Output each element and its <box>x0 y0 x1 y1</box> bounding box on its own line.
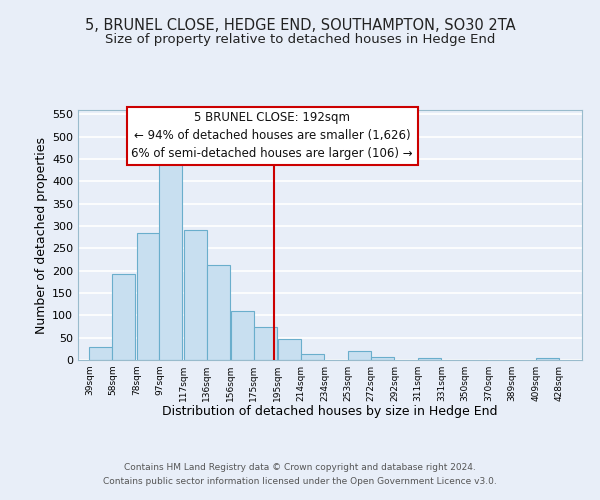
Bar <box>418 358 441 360</box>
Y-axis label: Number of detached properties: Number of detached properties <box>35 136 48 334</box>
Bar <box>184 230 206 360</box>
Bar <box>301 354 323 360</box>
Bar <box>231 311 254 360</box>
Bar <box>254 326 277 360</box>
Bar <box>206 265 230 360</box>
Text: Contains HM Land Registry data © Crown copyright and database right 2024.: Contains HM Land Registry data © Crown c… <box>124 464 476 472</box>
Bar <box>278 340 301 360</box>
Text: Contains public sector information licensed under the Open Government Licence v3: Contains public sector information licen… <box>103 477 497 486</box>
Bar <box>137 233 160 360</box>
Bar <box>536 358 559 360</box>
Bar <box>89 346 112 360</box>
Bar <box>348 351 371 360</box>
Bar <box>112 274 136 360</box>
Bar <box>371 357 394 360</box>
Text: Size of property relative to detached houses in Hedge End: Size of property relative to detached ho… <box>105 32 495 46</box>
Bar <box>160 156 182 360</box>
Text: 5 BRUNEL CLOSE: 192sqm
← 94% of detached houses are smaller (1,626)
6% of semi-d: 5 BRUNEL CLOSE: 192sqm ← 94% of detached… <box>131 112 413 160</box>
X-axis label: Distribution of detached houses by size in Hedge End: Distribution of detached houses by size … <box>162 406 498 418</box>
Text: 5, BRUNEL CLOSE, HEDGE END, SOUTHAMPTON, SO30 2TA: 5, BRUNEL CLOSE, HEDGE END, SOUTHAMPTON,… <box>85 18 515 32</box>
